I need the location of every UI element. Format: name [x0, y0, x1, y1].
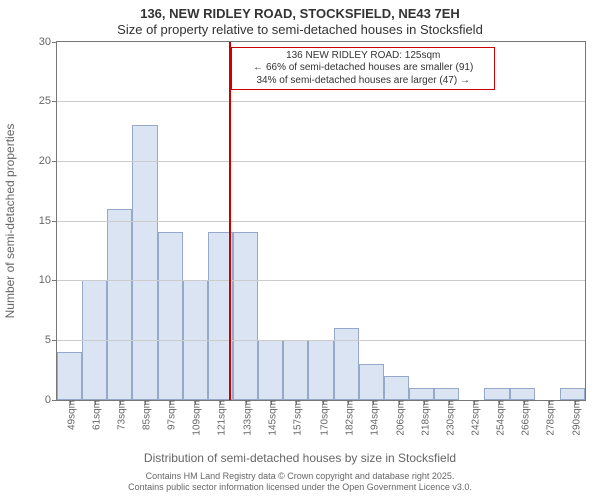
histogram-bar	[510, 388, 535, 400]
ytick-label: 15	[39, 215, 57, 227]
plot-area: 136 NEW RIDLEY ROAD: 125sqm ← 66% of sem…	[56, 41, 586, 401]
xtick-label: 230sqm	[441, 400, 456, 436]
annotation-line2: ← 66% of semi-detached houses are smalle…	[238, 62, 488, 75]
histogram-bar	[158, 232, 183, 399]
xtick-label: 290sqm	[567, 400, 582, 436]
histogram-bar	[434, 388, 459, 400]
xtick-label: 194sqm	[366, 400, 381, 436]
histogram-bar	[57, 352, 82, 400]
xtick-label: 85sqm	[138, 400, 153, 430]
attribution: Contains HM Land Registry data © Crown c…	[0, 471, 600, 494]
grid-line	[57, 161, 585, 162]
x-axis-label: Distribution of semi-detached houses by …	[0, 451, 600, 465]
xtick-label: 182sqm	[341, 400, 356, 436]
xtick-label: 157sqm	[288, 400, 303, 436]
xtick-label: 266sqm	[517, 400, 532, 436]
grid-line	[57, 221, 585, 222]
ytick-label: 30	[39, 36, 57, 48]
xtick-label: 278sqm	[542, 400, 557, 436]
histogram-bar	[560, 388, 585, 400]
chart-title-line2: Size of property relative to semi-detach…	[0, 22, 600, 40]
ytick-label: 25	[39, 95, 57, 107]
chart-area: Number of semi-detached properties 136 N…	[56, 41, 586, 401]
chart-title-line1: 136, NEW RIDLEY ROAD, STOCKSFIELD, NE43 …	[0, 0, 600, 22]
xtick-label: 206sqm	[391, 400, 406, 436]
histogram-bar	[484, 388, 509, 400]
xtick-label: 170sqm	[316, 400, 331, 436]
grid-line	[57, 340, 585, 341]
annotation-line3: 34% of semi-detached houses are larger (…	[238, 75, 488, 88]
histogram-bar	[308, 340, 333, 400]
xtick-label: 254sqm	[492, 400, 507, 436]
xtick-label: 109sqm	[188, 400, 203, 436]
ytick-label: 5	[45, 334, 57, 346]
attribution-line1: Contains HM Land Registry data © Crown c…	[0, 471, 600, 482]
histogram-bar	[258, 340, 283, 400]
y-axis-label: Number of semi-detached properties	[3, 123, 17, 318]
ytick-label: 20	[39, 155, 57, 167]
histogram-bar	[409, 388, 434, 400]
histogram-bar	[132, 125, 157, 399]
histogram-bar	[384, 376, 409, 400]
xtick-label: 73sqm	[112, 400, 127, 430]
histogram-bar	[233, 232, 258, 399]
histogram-bar	[334, 328, 359, 400]
xtick-label: 218sqm	[416, 400, 431, 436]
xtick-label: 145sqm	[263, 400, 278, 436]
xtick-label: 49sqm	[62, 400, 77, 430]
attribution-line2: Contains public sector information licen…	[0, 482, 600, 493]
ytick-label: 10	[39, 274, 57, 286]
annotation-box: 136 NEW RIDLEY ROAD: 125sqm ← 66% of sem…	[231, 47, 495, 91]
xtick-label: 121sqm	[213, 400, 228, 436]
grid-line	[57, 101, 585, 102]
annotation-line1: 136 NEW RIDLEY ROAD: 125sqm	[238, 50, 488, 63]
ytick-label: 0	[45, 394, 57, 406]
histogram-bar	[107, 209, 132, 400]
xtick-label: 133sqm	[238, 400, 253, 436]
marker-line	[229, 42, 231, 400]
xtick-label: 61sqm	[87, 400, 102, 430]
xtick-label: 242sqm	[466, 400, 481, 436]
xtick-label: 97sqm	[163, 400, 178, 430]
histogram-bar	[283, 340, 308, 400]
grid-line	[57, 280, 585, 281]
histogram-bar	[359, 364, 384, 400]
